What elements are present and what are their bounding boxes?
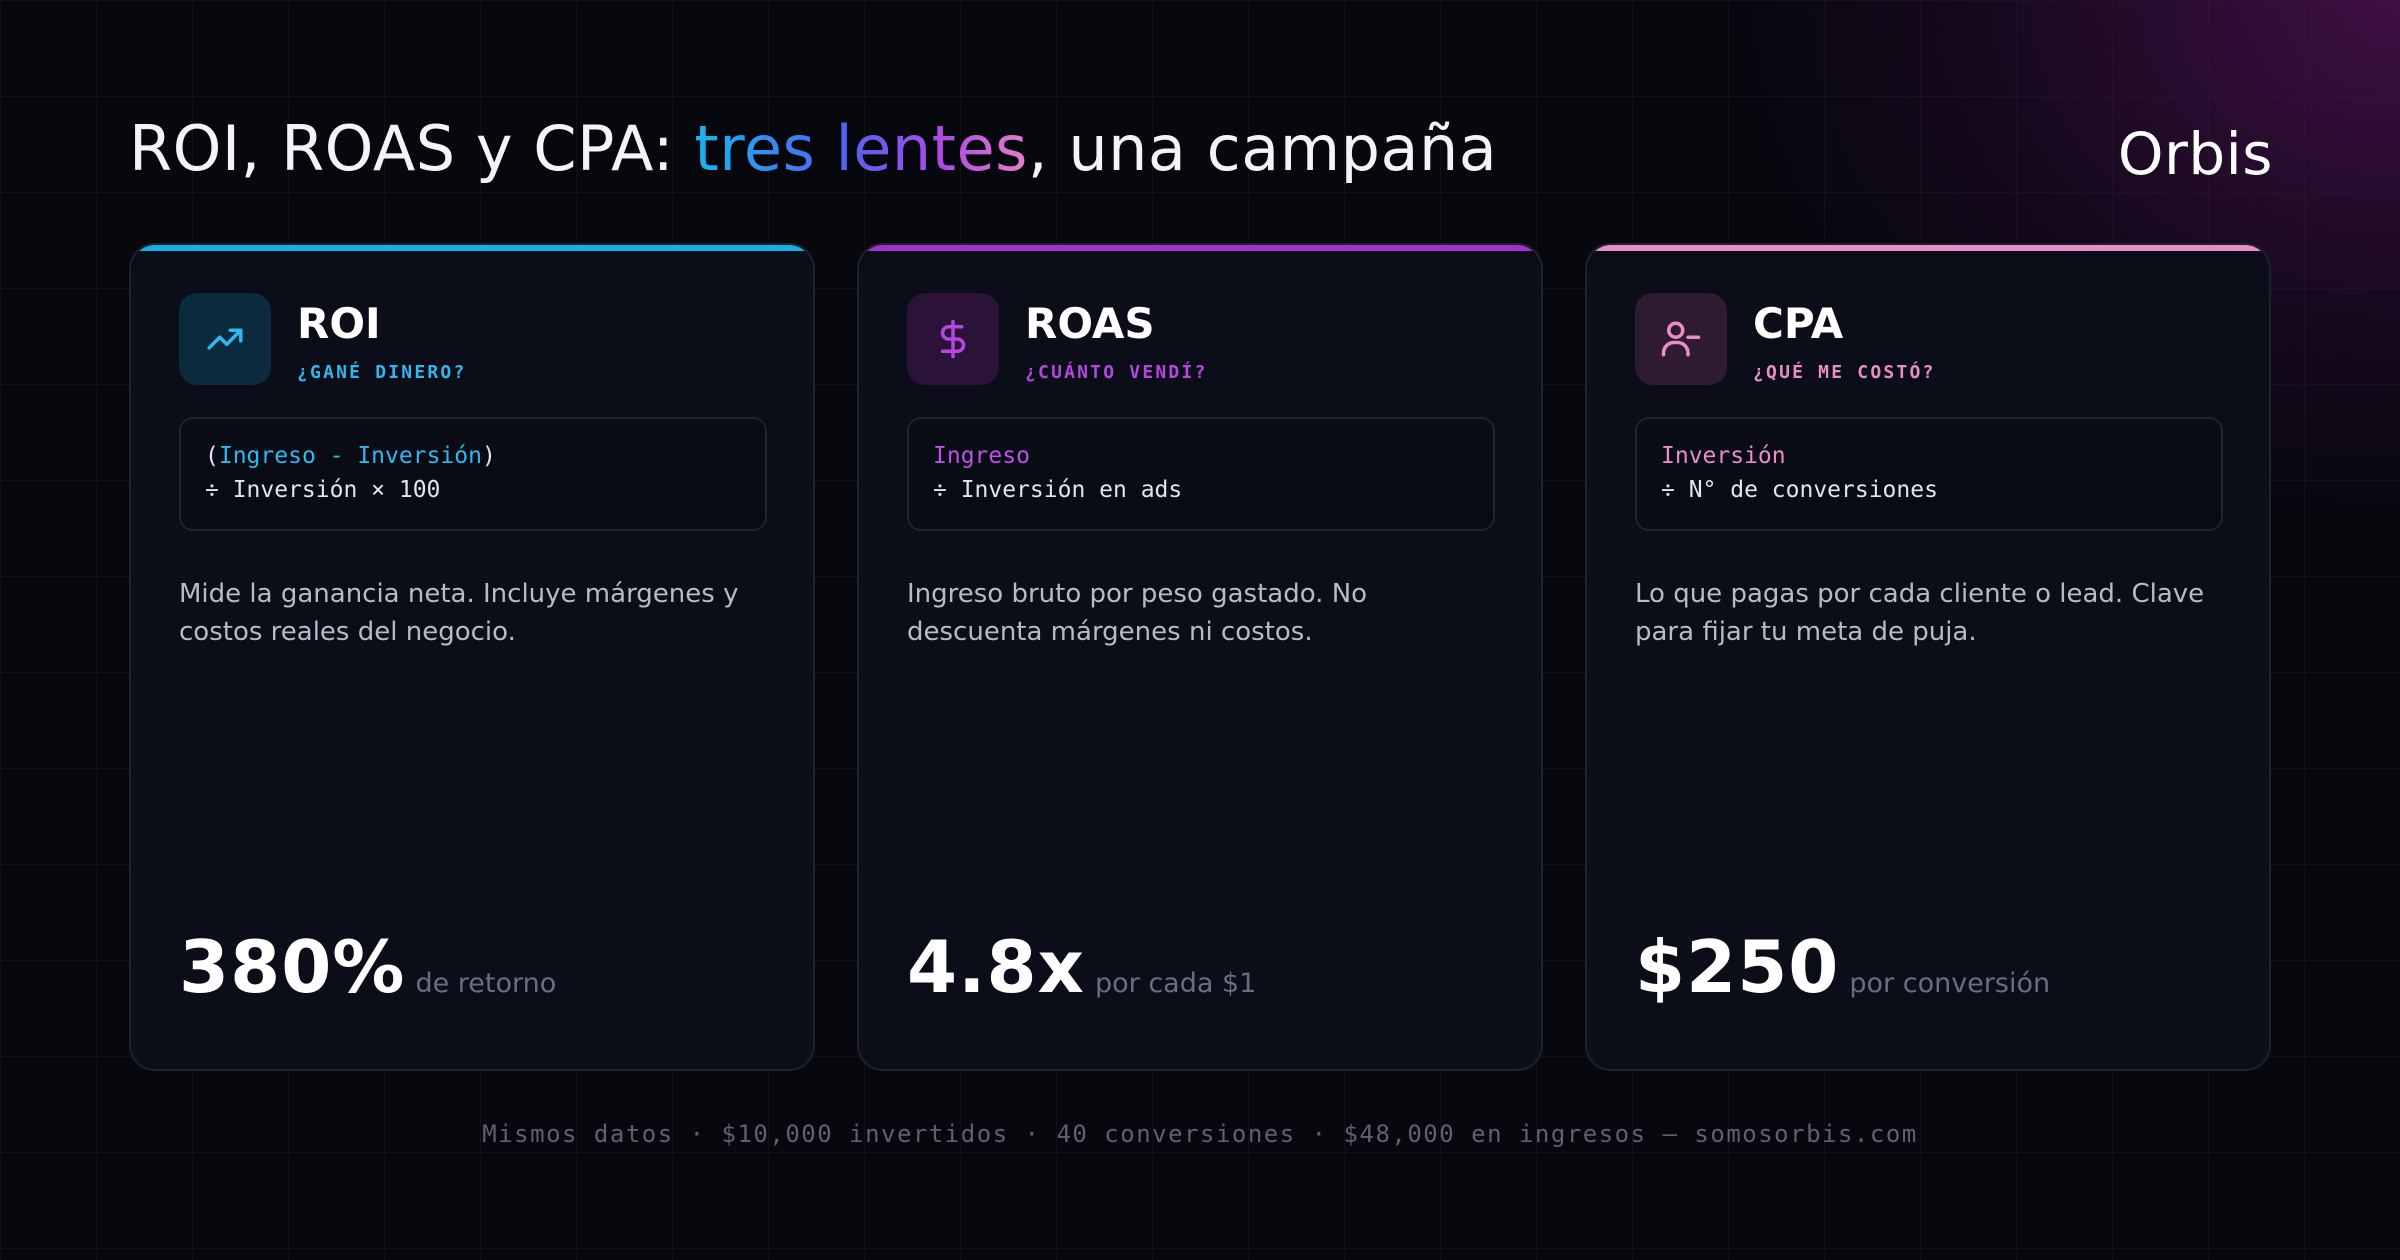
card-accent-bar [859, 245, 1541, 251]
formula-highlight: Ingreso - Inversión [218, 443, 482, 469]
icon-tile [907, 293, 999, 385]
card-roas: ROAS ¿CUÁNTO VENDÍ? Ingreso ÷ Inversión … [857, 243, 1543, 1071]
metric-unit: de retorno [415, 968, 557, 999]
card-description: Mide la ganancia neta. Incluye márgenes … [179, 579, 739, 647]
page-title: ROI, ROAS y CPA: tres lentes, una campañ… [129, 112, 1497, 185]
trending-up-icon [207, 328, 243, 350]
metric-value: $250 [1635, 925, 1840, 1009]
formula-paren-close: ) [481, 443, 496, 469]
formula-line-1: Ingreso [933, 443, 1030, 469]
card-question: ¿QUÉ ME COSTÓ? [1753, 362, 1936, 383]
formula-line-2: ÷ Inversión en ads [933, 477, 1183, 503]
title-suffix: , una campaña [1027, 112, 1498, 185]
formula-box: (Ingreso - Inversión) ÷ Inversión × 100 [179, 417, 767, 531]
title-prefix: ROI, ROAS y CPA: [129, 112, 695, 185]
footer-note: Mismos datos · $10,000 invertidos · 40 c… [482, 1120, 1918, 1148]
metric-unit: por conversión [1849, 968, 2051, 999]
formula-line-1: (Ingreso - Inversión) [205, 439, 741, 473]
card-title: CPA [1753, 299, 1844, 348]
formula-box: Ingreso ÷ Inversión en ads [907, 417, 1495, 531]
card-question: ¿CUÁNTO VENDÍ? [1025, 362, 1208, 383]
formula-line-2: ÷ Inversión × 100 [205, 477, 441, 503]
card-accent-bar [1587, 245, 2269, 251]
metric-unit: por cada $1 [1095, 968, 1257, 999]
card-title: ROAS [1025, 299, 1155, 348]
card-description: Lo que pagas por cada cliente o lead. Cl… [1635, 579, 2205, 647]
formula-paren-open: ( [205, 443, 219, 469]
user-minus-icon [1661, 321, 1701, 357]
icon-tile [179, 293, 271, 385]
dollar-icon [940, 319, 966, 359]
icon-tile [1635, 293, 1727, 385]
card-description: Ingreso bruto por peso gastado. No descu… [907, 579, 1368, 647]
metric-value: 4.8x [907, 925, 1085, 1009]
brand-logo: Orbis [2117, 120, 2273, 188]
card-cpa: CPA ¿QUÉ ME COSTÓ? Inversión ÷ N° de con… [1585, 243, 2271, 1071]
card-roi: ROI ¿GANÉ DINERO? (Ingreso - Inversión) … [129, 243, 815, 1071]
formula-line-2: ÷ N° de conversiones [1661, 477, 1938, 503]
title-highlight: tres lentes [694, 112, 1028, 185]
metric: $250 por conversión [1635, 925, 2050, 1009]
metric: 380% de retorno [179, 925, 556, 1009]
metric-value: 380% [179, 925, 406, 1009]
formula-box: Inversión ÷ N° de conversiones [1635, 417, 2223, 531]
card-question: ¿GANÉ DINERO? [297, 362, 467, 383]
formula-line-1: Inversión [1661, 443, 1786, 469]
metric: 4.8x por cada $1 [907, 925, 1256, 1009]
card-title: ROI [297, 299, 381, 348]
card-accent-bar [131, 245, 813, 251]
